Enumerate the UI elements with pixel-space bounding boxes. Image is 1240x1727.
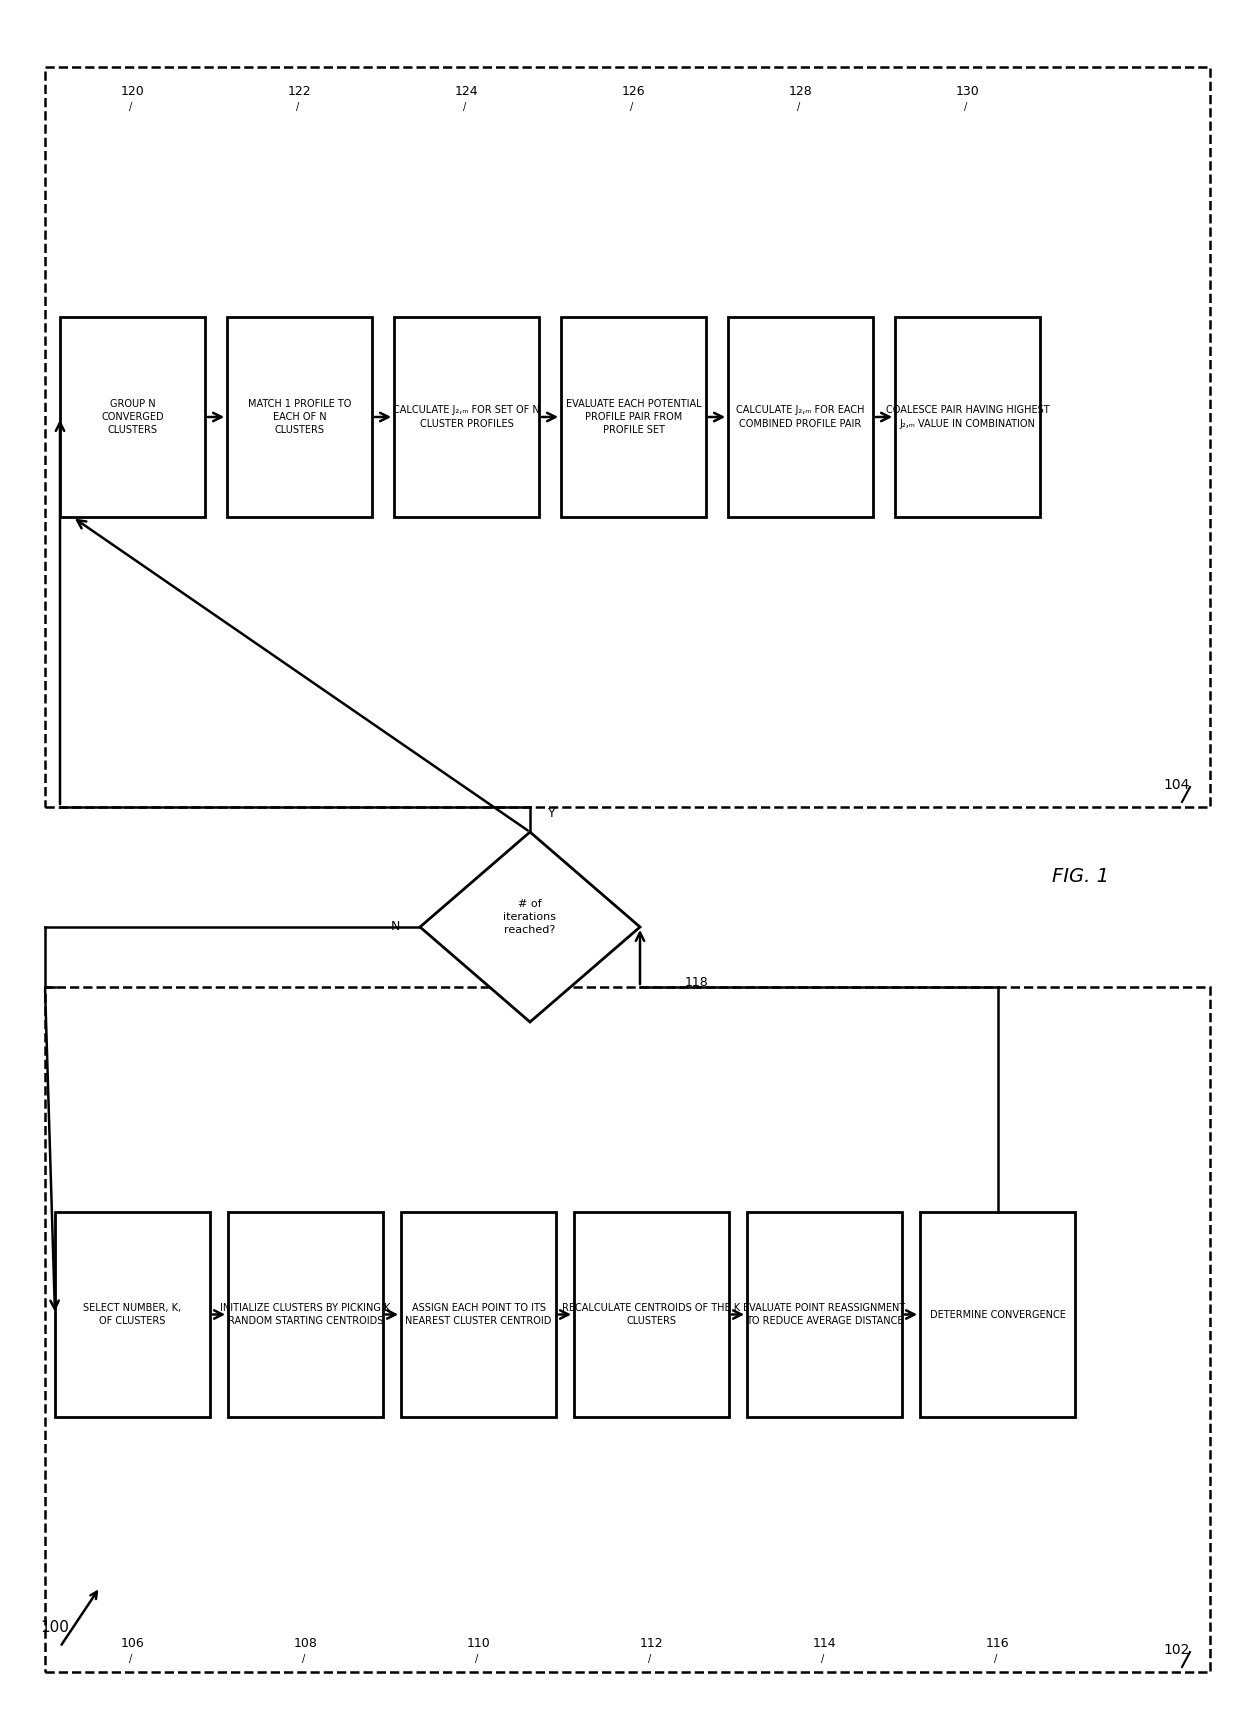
Text: 126: 126 <box>621 85 645 98</box>
Text: FIG. 1: FIG. 1 <box>1052 867 1109 886</box>
Text: GROUP N
CONVERGED
CLUSTERS: GROUP N CONVERGED CLUSTERS <box>102 399 164 435</box>
Text: /: / <box>630 102 634 112</box>
Text: EVALUATE EACH POTENTIAL
PROFILE PAIR FROM
PROFILE SET: EVALUATE EACH POTENTIAL PROFILE PAIR FRO… <box>565 399 702 435</box>
FancyBboxPatch shape <box>55 1212 210 1416</box>
FancyBboxPatch shape <box>227 318 372 516</box>
Text: EVALUATE POINT REASSIGNMENT
TO REDUCE AVERAGE DISTANCE: EVALUATE POINT REASSIGNMENT TO REDUCE AV… <box>743 1302 905 1326</box>
Text: 102: 102 <box>1163 1642 1190 1656</box>
Text: 100: 100 <box>41 1620 69 1634</box>
FancyBboxPatch shape <box>401 1212 556 1416</box>
Text: /: / <box>301 1654 305 1665</box>
Text: 120: 120 <box>120 85 144 98</box>
Text: /: / <box>475 1654 479 1665</box>
Text: INITIALIZE CLUSTERS BY PICKING K
RANDOM STARTING CENTROIDS: INITIALIZE CLUSTERS BY PICKING K RANDOM … <box>221 1302 391 1326</box>
Text: 106: 106 <box>120 1637 144 1649</box>
Text: MATCH 1 PROFILE TO
EACH OF N
CLUSTERS: MATCH 1 PROFILE TO EACH OF N CLUSTERS <box>248 399 351 435</box>
Text: 128: 128 <box>789 85 812 98</box>
Text: 124: 124 <box>455 85 479 98</box>
Bar <box>45 988 1210 1672</box>
Text: SELECT NUMBER, K,
OF CLUSTERS: SELECT NUMBER, K, OF CLUSTERS <box>83 1302 181 1326</box>
Text: CALCULATE J₂,ₘ FOR EACH
COMBINED PROFILE PAIR: CALCULATE J₂,ₘ FOR EACH COMBINED PROFILE… <box>737 406 864 428</box>
FancyBboxPatch shape <box>746 1212 901 1416</box>
Text: 108: 108 <box>294 1637 317 1649</box>
Text: CALCULATE J₂,ₘ FOR SET OF N
CLUSTER PROFILES: CALCULATE J₂,ₘ FOR SET OF N CLUSTER PROF… <box>393 406 539 428</box>
Text: /: / <box>797 102 800 112</box>
Text: /: / <box>821 1654 825 1665</box>
FancyBboxPatch shape <box>920 1212 1075 1416</box>
Text: 112: 112 <box>640 1637 663 1649</box>
Text: /: / <box>963 102 967 112</box>
Bar <box>45 67 1210 807</box>
Text: N: N <box>391 920 401 934</box>
FancyBboxPatch shape <box>895 318 1040 516</box>
Text: 122: 122 <box>288 85 311 98</box>
FancyBboxPatch shape <box>228 1212 383 1416</box>
Polygon shape <box>420 832 640 1022</box>
Text: Y: Y <box>548 807 556 820</box>
Text: /: / <box>463 102 466 112</box>
Text: DETERMINE CONVERGENCE: DETERMINE CONVERGENCE <box>930 1309 1065 1319</box>
Text: ASSIGN EACH POINT TO ITS
NEAREST CLUSTER CENTROID: ASSIGN EACH POINT TO ITS NEAREST CLUSTER… <box>405 1302 552 1326</box>
FancyBboxPatch shape <box>60 318 205 516</box>
FancyBboxPatch shape <box>574 1212 729 1416</box>
Text: /: / <box>994 1654 997 1665</box>
Text: 114: 114 <box>812 1637 836 1649</box>
Text: 130: 130 <box>956 85 980 98</box>
FancyBboxPatch shape <box>560 318 706 516</box>
Text: /: / <box>129 102 133 112</box>
Text: 116: 116 <box>986 1637 1009 1649</box>
Text: 118: 118 <box>684 976 709 988</box>
Text: 104: 104 <box>1163 777 1190 793</box>
Text: RECALCULATE CENTROIDS OF THE K
CLUSTERS: RECALCULATE CENTROIDS OF THE K CLUSTERS <box>563 1302 740 1326</box>
Text: /: / <box>129 1654 133 1665</box>
Text: 110: 110 <box>466 1637 490 1649</box>
FancyBboxPatch shape <box>394 318 539 516</box>
FancyBboxPatch shape <box>728 318 873 516</box>
Text: # of
iterations
reached?: # of iterations reached? <box>503 898 557 936</box>
Text: COALESCE PAIR HAVING HIGHEST
J₂,ₘ VALUE IN COMBINATION: COALESCE PAIR HAVING HIGHEST J₂,ₘ VALUE … <box>885 406 1049 428</box>
Text: /: / <box>647 1654 651 1665</box>
Text: /: / <box>296 102 299 112</box>
